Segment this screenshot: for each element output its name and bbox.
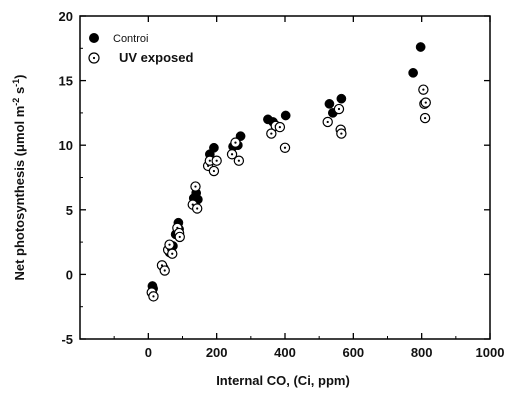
uv-exposed-marker-dot <box>340 132 343 135</box>
x-tick-label: 400 <box>274 345 296 360</box>
uv-exposed-data-point <box>211 155 222 166</box>
y-axis-title-part: Net photosynthesis <box>12 156 27 280</box>
y-axis-title-part: mol m <box>12 106 27 144</box>
uv-exposed-data-point <box>420 97 431 108</box>
uv-exposed-data-point <box>322 116 333 128</box>
y-axis-title-part: -2 <box>11 98 21 106</box>
x-tick-label: 1000 <box>476 345 505 360</box>
legend-control-marker <box>89 33 99 43</box>
uv-exposed-marker-dot <box>423 116 427 120</box>
y-tick-label: 20 <box>59 9 73 24</box>
control-data-point <box>336 93 347 104</box>
uv-exposed-data-point <box>226 149 238 160</box>
uv-exposed-data-point <box>279 142 291 153</box>
uv-exposed-data-point <box>191 203 203 214</box>
uv-exposed-marker-dot <box>168 243 171 246</box>
uv-exposed-marker-dot <box>283 146 287 149</box>
plot-area <box>146 42 431 302</box>
uv-exposed-data-point <box>274 121 286 133</box>
uv-exposed-marker-dot <box>215 159 218 162</box>
uv-exposed-marker-dot <box>171 252 174 255</box>
y-axis-title-group: Net photosynthesis (μmol m-2 s-1) <box>11 74 27 280</box>
uv-exposed-marker-dot <box>196 207 199 210</box>
uv-exposed-data-point <box>174 231 185 243</box>
y-tick-label: 0 <box>66 267 73 282</box>
y-axis-title-part: s <box>12 87 27 98</box>
y-axis-title-part: ( <box>12 151 27 156</box>
uv-exposed-data-point <box>336 128 347 139</box>
control-data-point <box>408 67 418 78</box>
y-tick-label: 10 <box>59 138 73 153</box>
uv-exposed-marker-dot <box>178 235 181 239</box>
legend: Controi UV exposed <box>88 33 193 65</box>
uv-exposed-marker-dot <box>212 169 216 173</box>
y-tick-label: 5 <box>66 203 73 218</box>
uv-exposed-marker-dot <box>270 132 273 135</box>
x-tick-label: 800 <box>411 345 433 360</box>
x-axis-title: Internal CO, (Ci, ppm) <box>216 373 350 388</box>
uv-exposed-marker-dot <box>163 269 166 272</box>
y-axis-title-part: -1 <box>11 79 21 87</box>
uv-exposed-data-point <box>190 181 201 192</box>
uv-exposed-data-point <box>333 103 345 115</box>
uv-exposed-marker-dot <box>424 101 427 104</box>
uv-exposed-marker-dot <box>237 159 240 162</box>
control-data-point <box>415 42 426 52</box>
uv-exposed-data-point <box>208 165 220 177</box>
legend-uv-label: UV exposed <box>119 50 193 65</box>
uv-exposed-marker-dot <box>422 88 425 91</box>
y-axis-title-part: μ <box>12 144 27 152</box>
uv-exposed-data-point <box>418 84 429 95</box>
x-tick-label: 0 <box>145 345 152 360</box>
uv-exposed-marker-dot <box>208 159 211 162</box>
uv-exposed-marker-dot <box>326 120 329 124</box>
uv-exposed-data-point <box>266 128 277 139</box>
uv-exposed-data-point <box>233 155 245 166</box>
uv-exposed-marker-dot <box>278 126 281 129</box>
uv-exposed-data-point <box>419 112 431 124</box>
legend-uv-marker-dot <box>92 56 96 60</box>
uv-exposed-marker-dot <box>234 141 237 144</box>
uv-exposed-marker-dot <box>230 153 234 156</box>
uv-exposed-data-point <box>167 248 178 259</box>
uv-exposed-marker-dot <box>194 185 197 188</box>
uv-exposed-data-point <box>230 137 241 148</box>
uv-exposed-data-point <box>148 291 159 302</box>
legend-control-label: Controi <box>113 33 148 45</box>
uv-exposed-marker-dot <box>152 295 155 298</box>
y-axis-title: Net photosynthesis (μmol m-2 s-1) <box>11 74 27 280</box>
x-tick-label: 200 <box>206 345 228 360</box>
x-tick-label: 600 <box>342 345 364 360</box>
uv-exposed-marker-dot <box>337 107 341 111</box>
y-axis-title-part: ) <box>12 74 27 78</box>
control-data-point <box>324 99 335 109</box>
y-tick-label: -5 <box>61 332 73 347</box>
control-data-point <box>209 142 219 153</box>
axes: 0 200 400 600 800 1000 -5 0 5 10 15 20 Internal CO, … <box>11 9 504 388</box>
uv-exposed-data-point <box>159 265 170 276</box>
y-tick-label: 15 <box>59 74 73 89</box>
uv-exposed-data-point <box>164 239 175 250</box>
control-data-point <box>280 110 291 121</box>
